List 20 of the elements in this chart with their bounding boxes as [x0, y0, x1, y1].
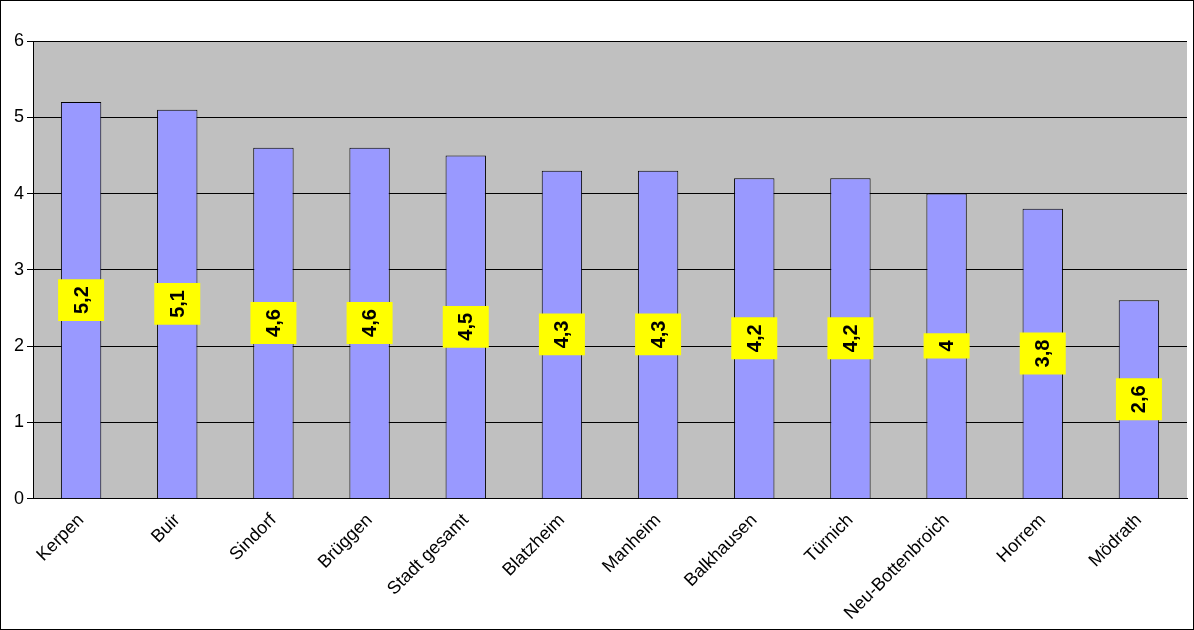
data-label: 4,2	[838, 324, 861, 353]
y-tick-label: 0	[14, 487, 25, 508]
data-label: 3,8	[1031, 339, 1054, 368]
data-label: 4,5	[454, 312, 477, 341]
data-label: 5,1	[165, 290, 188, 318]
x-tick-label: Buir	[146, 509, 184, 547]
y-tick-label: 2	[14, 335, 25, 356]
y-tick-label: 3	[14, 258, 25, 279]
data-label: 4,3	[550, 320, 573, 349]
data-label: 4,6	[358, 309, 381, 337]
data-label: 2,6	[1127, 385, 1150, 414]
data-label: 5,2	[69, 286, 92, 315]
data-label: 4,6	[261, 309, 284, 337]
data-label: 4,3	[646, 320, 669, 349]
data-label: 4	[935, 339, 958, 352]
y-tick-label: 1	[14, 411, 25, 432]
data-label: 4,2	[742, 324, 765, 353]
y-tick-label: 5	[14, 106, 25, 127]
y-tick-label: 4	[14, 182, 25, 203]
y-tick-label: 6	[14, 29, 25, 50]
